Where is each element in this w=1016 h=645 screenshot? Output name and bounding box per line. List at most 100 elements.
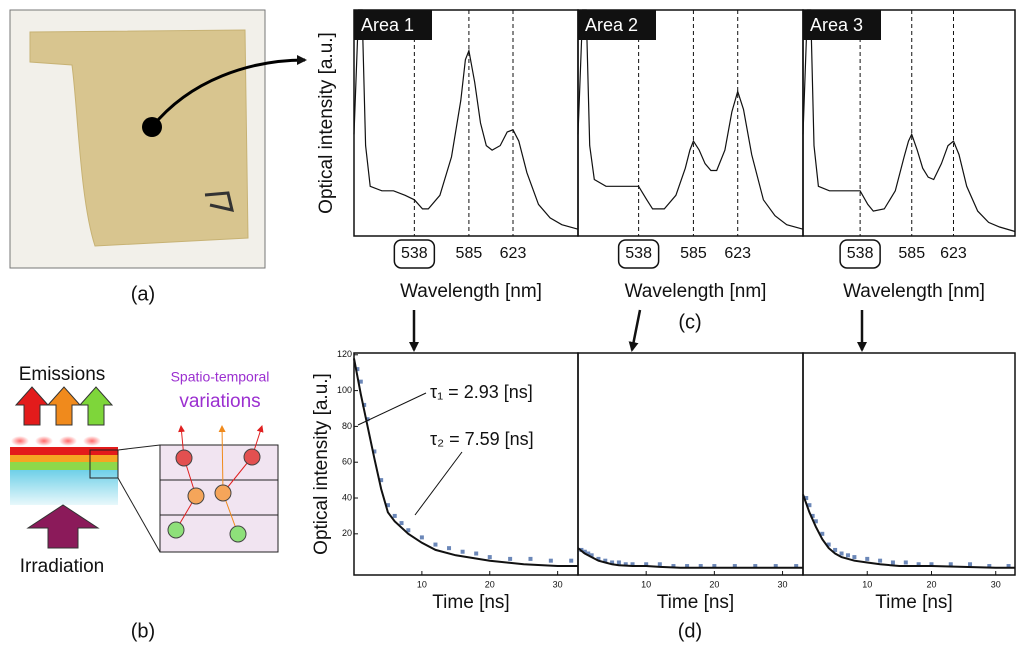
data-point <box>903 560 908 565</box>
data-point <box>773 564 778 569</box>
data-point <box>569 558 574 563</box>
chart-title: Area 1 <box>361 15 414 35</box>
x-tick-label: 538 <box>847 245 874 262</box>
data-point <box>753 564 758 569</box>
glow <box>35 436 53 446</box>
panel-label: (a) <box>131 283 155 305</box>
data-point <box>623 562 628 567</box>
panel-label: (b) <box>131 620 155 642</box>
irradiation-arrow <box>26 504 100 549</box>
data-point <box>671 564 676 569</box>
data-point <box>596 556 601 561</box>
x-axis-label: Time [ns] <box>657 592 734 613</box>
data-point <box>508 556 513 561</box>
data-point <box>878 558 883 563</box>
layer <box>10 455 118 462</box>
x-axis-label: Wavelength [nm] <box>400 281 542 302</box>
spectrum-line <box>802 9 1016 233</box>
plot-frame <box>577 9 804 237</box>
area-tag <box>578 10 656 40</box>
probe-arrow <box>150 55 307 128</box>
data-point <box>813 519 818 524</box>
data-point <box>355 367 360 372</box>
tick-highlight <box>839 239 881 269</box>
data-point <box>385 503 390 508</box>
data-point <box>804 496 809 501</box>
data-point <box>845 553 850 558</box>
x-tick-label: 20 <box>709 579 719 589</box>
y-axis-label: Optical intensity [a.u.] <box>311 373 332 555</box>
data-point <box>447 546 452 551</box>
spectrum-line <box>353 9 579 230</box>
substrate <box>10 470 118 505</box>
variations-label: variations <box>179 391 260 412</box>
x-tick-label: 20 <box>926 579 936 589</box>
data-point <box>610 560 615 565</box>
x-tick-label: 623 <box>940 245 967 262</box>
x-tick-label: 10 <box>862 579 872 589</box>
x-tick-label: 585 <box>898 245 925 262</box>
area-tag <box>354 10 432 40</box>
y-tick-label: 40 <box>342 492 352 502</box>
x-axis-label: Wavelength [nm] <box>625 281 767 302</box>
y-tick-label: 80 <box>342 421 352 431</box>
data-point <box>852 555 857 560</box>
data-point <box>460 549 465 554</box>
fit-line <box>353 358 578 567</box>
sample-film <box>29 29 249 247</box>
x-tick-label: 20 <box>485 579 495 589</box>
panel-label: (d) <box>678 620 702 642</box>
fit-line <box>802 494 1015 569</box>
glow <box>83 436 101 446</box>
data-point <box>474 551 479 556</box>
x-tick-label: 538 <box>401 245 428 262</box>
layer <box>10 447 118 455</box>
tick-highlight <box>617 239 660 269</box>
data-point <box>987 564 992 569</box>
x-tick-label: 30 <box>553 579 563 589</box>
y-tick-label: 100 <box>337 385 352 395</box>
x-tick-label: 623 <box>500 245 527 262</box>
zoom-line <box>117 477 161 553</box>
data-point <box>820 531 825 536</box>
area-tag <box>803 10 881 40</box>
data-point <box>732 564 737 569</box>
annotation: τ₂ = 7.59 [ns] <box>430 429 534 449</box>
plot-frame <box>353 9 579 237</box>
x-tick-label: 10 <box>641 579 651 589</box>
y-axis-label: Optical intensity [a.u.] <box>316 32 337 214</box>
zoom-box <box>89 449 119 479</box>
data-point <box>1006 564 1011 569</box>
data-point <box>392 513 397 518</box>
plot-frame <box>577 352 804 576</box>
leader <box>414 451 463 516</box>
y-tick-label: 60 <box>342 457 352 467</box>
data-point <box>968 562 973 567</box>
data-point <box>712 564 717 569</box>
data-point <box>890 560 895 565</box>
emission-arrow <box>78 386 114 426</box>
zoom-line <box>117 444 161 451</box>
x-tick-label: 10 <box>417 579 427 589</box>
data-point <box>630 562 635 567</box>
plot-frame <box>802 352 1016 576</box>
variations-label: Spatio-temporal <box>171 369 270 385</box>
chart-title: Area 3 <box>810 15 863 35</box>
x-tick-label: 30 <box>778 579 788 589</box>
data-point <box>865 556 870 561</box>
data-point <box>807 503 812 508</box>
data-point <box>582 549 587 554</box>
dye <box>187 487 205 505</box>
data-point <box>810 513 815 518</box>
glow <box>59 436 77 446</box>
data-point <box>528 556 533 561</box>
dye <box>167 521 185 539</box>
x-tick-label: 585 <box>456 245 483 262</box>
data-point <box>586 551 591 556</box>
data-point <box>419 535 424 540</box>
data-point <box>603 558 608 563</box>
data-point <box>372 449 377 454</box>
x-tick-label: 623 <box>724 245 751 262</box>
leader <box>357 392 427 426</box>
